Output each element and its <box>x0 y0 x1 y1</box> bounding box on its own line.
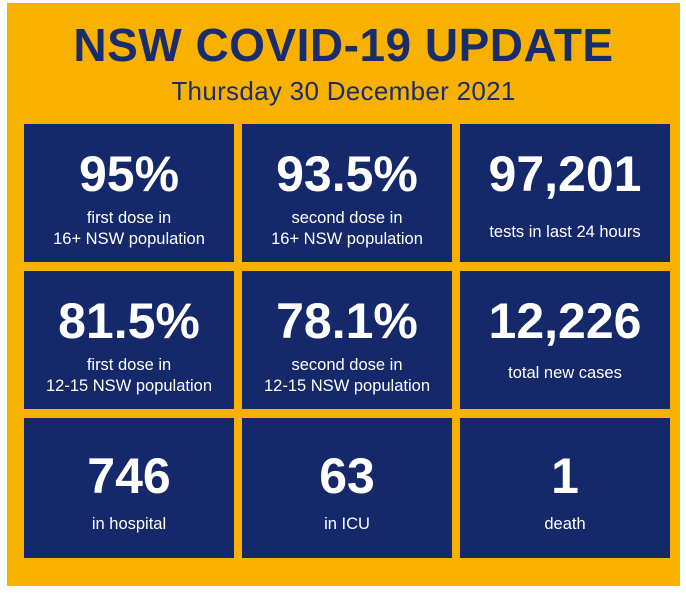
stat-caption-line: second dose in <box>291 209 403 227</box>
stat-caption: total new cases <box>460 363 670 384</box>
stat-value: 12,226 <box>488 293 642 349</box>
stat-value: 93.5% <box>276 146 418 202</box>
stat-caption: death <box>460 514 670 535</box>
stat-tile-first-dose-16plus: 95% first dose in 16+ NSW population <box>24 124 234 262</box>
stat-tile-icu: 63 in ICU <box>242 418 452 558</box>
stat-tile-second-dose-12-15: 78.1% second dose in 12-15 NSW populatio… <box>242 271 452 409</box>
stat-caption-line: tests in last 24 hours <box>489 223 641 241</box>
stat-caption: in hospital <box>24 514 234 535</box>
stat-value: 1 <box>551 448 579 504</box>
stat-tile-tests: 97,201 tests in last 24 hours <box>460 124 670 262</box>
poster-title: NSW COVID-19 UPDATE <box>73 19 614 71</box>
stat-caption: second dose in 16+ NSW population <box>242 208 452 250</box>
poster-date: Thursday 30 December 2021 <box>171 76 516 106</box>
stat-caption-line: total new cases <box>508 364 622 382</box>
stat-caption: first dose in 12-15 NSW population <box>24 355 234 397</box>
stat-value: 746 <box>87 448 171 504</box>
stat-caption: first dose in 16+ NSW population <box>24 208 234 250</box>
stat-tile-new-cases: 12,226 total new cases <box>460 271 670 409</box>
stat-caption-line: in hospital <box>91 515 167 533</box>
stat-caption-line: death <box>544 515 586 533</box>
stat-value: 97,201 <box>488 146 642 202</box>
stat-caption: second dose in 12-15 NSW population <box>242 355 452 397</box>
stat-tile-hospital: 746 in hospital <box>24 418 234 558</box>
stat-value: 78.1% <box>276 293 418 349</box>
stat-tile-death: 1 death <box>460 418 670 558</box>
stats-grid: 95% first dose in 16+ NSW population 93.… <box>24 124 670 558</box>
stat-caption-line: first dose in <box>86 356 172 374</box>
stat-tile-second-dose-16plus: 93.5% second dose in 16+ NSW population <box>242 124 452 262</box>
stat-caption: in ICU <box>242 514 452 535</box>
covid-update-poster: NSW COVID-19 UPDATE Thursday 30 December… <box>7 3 680 586</box>
stat-value: 63 <box>319 448 375 504</box>
stat-caption-line: 12-15 NSW population <box>45 377 212 395</box>
stat-caption-line: 16+ NSW population <box>53 230 205 248</box>
stat-tile-first-dose-12-15: 81.5% first dose in 12-15 NSW population <box>24 271 234 409</box>
stat-caption-line: 16+ NSW population <box>271 230 423 248</box>
stat-value: 81.5% <box>58 293 200 349</box>
stat-caption-line: in ICU <box>324 515 370 533</box>
stat-caption-line: second dose in <box>291 356 403 374</box>
stat-caption: tests in last 24 hours <box>460 222 670 243</box>
stat-caption-line: first dose in <box>86 209 172 227</box>
stat-caption-line: 12-15 NSW population <box>263 377 430 395</box>
stat-value: 95% <box>78 146 180 202</box>
